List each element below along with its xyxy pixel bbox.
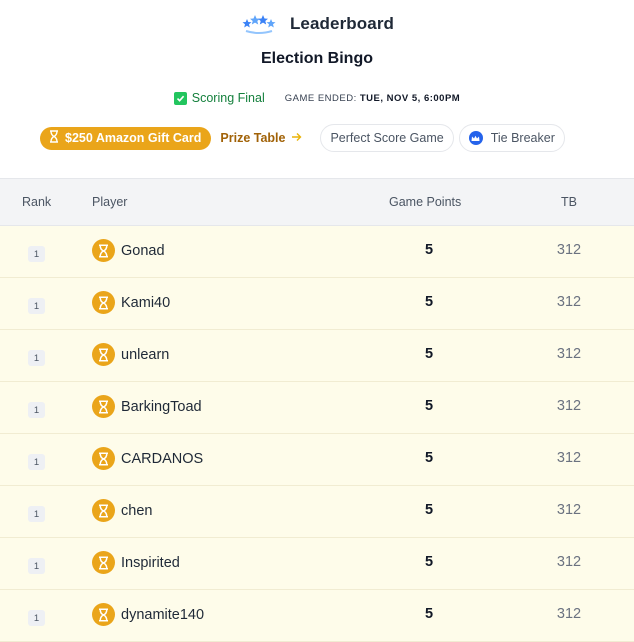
player-name[interactable]: BarkingToad — [121, 398, 202, 415]
tb-value: 312 — [556, 554, 582, 570]
game-points-value: 5 — [424, 502, 434, 518]
rank-badge: 1 — [28, 558, 45, 574]
game-points-value: 5 — [424, 294, 434, 310]
trophy-icon — [92, 291, 115, 314]
table-row[interactable]: 1 BarkingToad 5 312 — [0, 382, 634, 434]
table-header: Rank Player Game Points TB — [0, 178, 634, 226]
scoring-status: Scoring Final — [173, 91, 265, 105]
rank-badge: 1 — [28, 506, 45, 522]
game-ended-value: TUE, NOV 5, 6:00PM — [359, 92, 461, 104]
perfect-score-label: Perfect Score Game — [330, 131, 444, 145]
table-row[interactable]: 1 Kami40 5 312 — [0, 278, 634, 330]
game-ended-info: GAME ENDED: TUE, NOV 5, 6:00PM — [285, 93, 461, 104]
title-row: Leaderboard — [0, 10, 634, 38]
table-row[interactable]: 1 Gonad 5 312 — [0, 226, 634, 278]
game-points-value: 5 — [424, 398, 434, 414]
game-points-value: 5 — [424, 554, 434, 570]
table-body: 1 Gonad 5 312 1 Kami40 5 312 1 unlearn 5 — [0, 226, 634, 642]
chips-row: $250 Amazon Gift Card Prize Table Perfec… — [40, 124, 565, 152]
tb-value: 312 — [556, 346, 582, 362]
player-cell[interactable]: dynamite140 — [92, 603, 204, 626]
leaderboard-table: Rank Player Game Points TB 1 Gonad 5 312… — [0, 178, 634, 642]
page-title: Leaderboard — [289, 14, 395, 33]
arrow-right-icon — [291, 131, 302, 145]
player-cell[interactable]: chen — [92, 499, 152, 522]
game-points-value: 5 — [424, 242, 434, 258]
player-name[interactable]: CARDANOS — [121, 450, 204, 467]
trophy-icon — [92, 499, 115, 522]
trophy-icon — [92, 395, 115, 418]
hourglass-icon — [49, 130, 59, 146]
trophy-icon — [92, 239, 115, 262]
table-row[interactable]: 1 CARDANOS 5 312 — [0, 434, 634, 486]
status-row: Scoring Final GAME ENDED: TUE, NOV 5, 6:… — [0, 91, 634, 105]
player-cell[interactable]: unlearn — [92, 343, 169, 366]
rank-badge: 1 — [28, 246, 45, 262]
stars-logo-icon — [240, 13, 278, 35]
table-row[interactable]: 1 chen 5 312 — [0, 486, 634, 538]
player-name[interactable]: Inspirited — [121, 554, 180, 571]
player-cell[interactable]: Gonad — [92, 239, 165, 262]
column-header-rank[interactable]: Rank — [22, 195, 52, 209]
rank-badge: 1 — [28, 454, 45, 470]
tb-value: 312 — [556, 502, 582, 518]
game-name: Election Bingo — [261, 50, 373, 67]
trophy-icon — [92, 603, 115, 626]
game-points-value: 5 — [424, 606, 434, 622]
rank-badge: 1 — [28, 402, 45, 418]
prize-table-label: Prize Table — [220, 131, 286, 145]
player-cell[interactable]: CARDANOS — [92, 447, 203, 470]
leaderboard-header: Leaderboard Election Bingo Scoring Final… — [0, 0, 634, 178]
scoring-status-label: Scoring Final — [191, 91, 265, 105]
player-name[interactable]: Kami40 — [121, 294, 171, 311]
crown-icon — [468, 131, 483, 145]
game-points-value: 5 — [424, 450, 434, 466]
player-name[interactable]: dynamite140 — [121, 606, 205, 623]
player-name[interactable]: unlearn — [121, 346, 170, 363]
perfect-score-button[interactable]: Perfect Score Game — [320, 124, 454, 152]
tb-value: 312 — [556, 242, 582, 258]
tie-breaker-label: Tie Breaker — [490, 131, 555, 145]
rank-badge: 1 — [28, 298, 45, 314]
trophy-icon — [92, 447, 115, 470]
column-header-game-points[interactable]: Game Points — [389, 195, 462, 209]
prize-badge[interactable]: $250 Amazon Gift Card — [40, 126, 212, 150]
tb-value: 312 — [556, 450, 582, 466]
trophy-icon — [92, 551, 115, 574]
tb-value: 312 — [556, 294, 582, 310]
player-cell[interactable]: BarkingToad — [92, 395, 202, 418]
player-name[interactable]: chen — [121, 502, 153, 519]
rank-badge: 1 — [28, 350, 45, 366]
check-icon — [173, 91, 187, 105]
tb-value: 312 — [556, 606, 582, 622]
table-row[interactable]: 1 unlearn 5 312 — [0, 330, 634, 382]
player-name[interactable]: Gonad — [121, 242, 165, 259]
column-header-player[interactable]: Player — [92, 195, 128, 209]
table-row[interactable]: 1 Inspirited 5 312 — [0, 538, 634, 590]
prize-table-link[interactable]: Prize Table — [220, 131, 302, 145]
game-points-value: 5 — [424, 346, 434, 362]
table-row[interactable]: 1 dynamite140 5 312 — [0, 590, 634, 642]
column-header-tb[interactable]: TB — [561, 195, 577, 209]
player-cell[interactable]: Kami40 — [92, 291, 170, 314]
tb-value: 312 — [556, 398, 582, 414]
trophy-icon — [92, 343, 115, 366]
game-ended-label: GAME ENDED: — [284, 92, 357, 104]
prize-badge-label: $250 Amazon Gift Card — [65, 131, 202, 145]
rank-badge: 1 — [28, 610, 45, 626]
tie-breaker-button[interactable]: Tie Breaker — [458, 124, 565, 152]
player-cell[interactable]: Inspirited — [92, 551, 180, 574]
